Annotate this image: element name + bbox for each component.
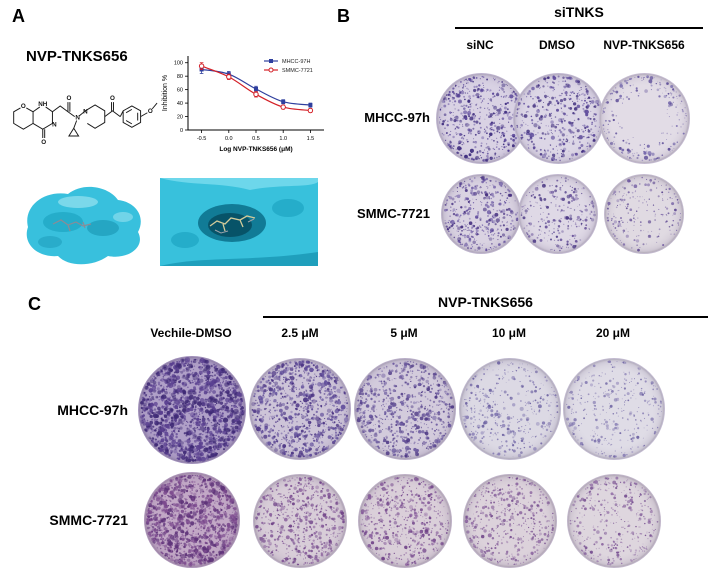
- svg-text:20: 20: [177, 115, 183, 121]
- col-label-vehicle-dmso: Vechile-DMSO: [150, 326, 232, 340]
- colony-dish-smmc7721-dmso: [518, 174, 598, 254]
- colony-dish-smmc7721-nvp: [604, 174, 684, 254]
- colony-dish-mhcc97h-10um: [459, 358, 561, 460]
- svg-text:0: 0: [180, 128, 183, 134]
- col-label-5um: 5 μM: [390, 326, 418, 340]
- col-label-2-5um: 2.5 μM: [281, 326, 319, 340]
- surface-highlight: [160, 178, 318, 190]
- svg-text:40: 40: [177, 101, 183, 107]
- sitnks-underline: [455, 27, 703, 29]
- svg-text:0.5: 0.5: [252, 136, 260, 142]
- panel-label-c: C: [28, 294, 41, 314]
- atom-label-n2: N: [75, 115, 80, 122]
- group-header-sitnks: siTNKS: [554, 4, 604, 20]
- panel-label-b: B: [337, 6, 350, 26]
- colony-dish-smmc7721-20um: [567, 474, 661, 568]
- chemical-structure-drawing: O NH N O O N N O O: [13, 95, 158, 146]
- dose-response-chart: 0 20 40 60 80 100 -0.5 0.0 0.5 1.0 1.5 Inhibition %…: [158, 44, 330, 168]
- col-label-10um: 10 μM: [491, 326, 527, 340]
- docked-ligand-sticks: [52, 219, 92, 232]
- nvp-underline: [263, 316, 708, 318]
- atom-label-o4: O: [110, 95, 115, 102]
- colony-dish-smmc7721-10um: [463, 474, 557, 568]
- row-label-mhcc97h-c: MHCC-97h: [57, 402, 128, 418]
- svg-text:Log NVP-TNKS656 (μM): Log NVP-TNKS656 (μM): [219, 146, 292, 153]
- colony-dish-mhcc97h-nvp: [599, 73, 690, 164]
- colony-dish-smmc7721-sinc: [441, 174, 521, 254]
- compound-name: NVP-TNKS656: [26, 48, 128, 65]
- row-label-smmc7721-c: SMMC-7721: [49, 512, 128, 528]
- svg-text:100: 100: [174, 61, 183, 67]
- surface-shadow: [272, 199, 304, 217]
- panel-label-a: A: [12, 6, 25, 26]
- atom-label-o: O: [21, 103, 26, 110]
- svg-text:SMMC-7721: SMMC-7721: [282, 68, 313, 74]
- svg-text:60: 60: [177, 88, 183, 94]
- surface-highlight: [58, 196, 98, 208]
- atom-label-o2: O: [41, 139, 46, 146]
- colony-dish-mhcc97h-dmso: [513, 73, 604, 164]
- surface-shadow: [160, 252, 318, 266]
- docked-ligand-sticks: [214, 218, 255, 234]
- svg-text:1.5: 1.5: [307, 136, 315, 142]
- surface-shadow: [38, 236, 62, 248]
- colony-dish-mhcc97h-20um: [563, 358, 665, 460]
- atom-label-o3: O: [66, 95, 71, 102]
- colony-dish-mhcc97h-2-5um: [249, 358, 351, 460]
- col-label-sinc: siNC: [466, 38, 494, 52]
- col-label-20um: 20 μM: [595, 326, 631, 340]
- svg-text:80: 80: [177, 74, 183, 80]
- atom-label-n3: N: [83, 109, 88, 116]
- group-header-nvp: NVP-TNKS656: [438, 294, 533, 310]
- row-label-smmc7721-b: SMMC-7721: [357, 206, 430, 221]
- row-label-mhcc97h-b: MHCC-97h: [364, 110, 430, 125]
- colony-dish-mhcc97h-sinc: [436, 73, 527, 164]
- svg-text:-0.5: -0.5: [197, 136, 206, 142]
- surface-shadow: [171, 232, 199, 248]
- svg-text:0.0: 0.0: [225, 136, 233, 142]
- col-label-nvp: NVP-TNKS656: [603, 38, 685, 52]
- svg-text:MHCC-97H: MHCC-97H: [282, 59, 310, 65]
- colony-dish-smmc7721-vehicle: [144, 472, 240, 568]
- surface-shadow: [87, 220, 119, 236]
- colony-dish-mhcc97h-vehicle: [138, 356, 246, 464]
- atom-label-n1: N: [52, 121, 57, 128]
- atom-label-o5: O: [148, 108, 153, 115]
- surface-highlight: [113, 212, 133, 222]
- svg-text:Inhibition %: Inhibition %: [162, 75, 169, 111]
- colony-dish-mhcc97h-5um: [354, 358, 456, 460]
- protein-surface-overview-image: [26, 186, 141, 265]
- col-label-dmso: DMSO: [539, 38, 575, 52]
- protein-surface-closeup-image: [160, 178, 318, 266]
- docked-ligand-sticks: [209, 215, 256, 232]
- colony-dish-smmc7721-2-5um: [253, 474, 347, 568]
- atom-label-nh: NH: [38, 101, 48, 108]
- colony-dish-smmc7721-5um: [358, 474, 452, 568]
- svg-text:1.0: 1.0: [279, 136, 287, 142]
